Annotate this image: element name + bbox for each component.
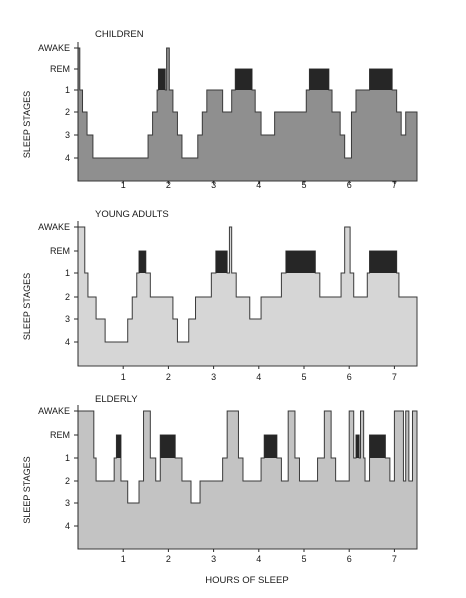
young-adults-rem-block	[139, 251, 146, 273]
x-tick-label: 1	[121, 180, 126, 190]
x-tick-label: 2	[166, 180, 171, 190]
y-tick-label: 2	[65, 476, 70, 486]
y-tick-label: 4	[65, 153, 70, 163]
elderly-title: ELDERLY	[95, 394, 138, 405]
y-tick-label: 4	[65, 337, 70, 347]
y-axis-title: SLEEP STAGES	[22, 273, 32, 340]
x-tick-label: 3	[211, 372, 216, 382]
x-tick-label: 4	[256, 554, 261, 564]
x-tick-label: 1	[121, 372, 126, 382]
elderly-rem-block	[355, 435, 360, 458]
elderly-rem-block	[264, 435, 277, 458]
y-axis-title: SLEEP STAGES	[22, 456, 32, 523]
x-tick-label: 3	[211, 554, 216, 564]
young-adults-title: YOUNG ADULTS	[95, 209, 169, 220]
y-tick-label: REM	[50, 246, 70, 256]
young-adults-rem-block	[215, 251, 228, 273]
x-tick-label: 5	[301, 554, 306, 564]
x-tick-label: 7	[392, 372, 397, 382]
y-tick-label: 1	[65, 453, 70, 463]
elderly-rem-block	[160, 435, 176, 458]
y-tick-label: 1	[65, 85, 70, 95]
x-tick-label: 6	[347, 372, 352, 382]
x-tick-label: 6	[347, 554, 352, 564]
children-rem-block	[369, 69, 393, 90]
x-axis-title: HOURS OF SLEEP	[205, 575, 288, 586]
x-tick-label: 5	[301, 372, 306, 382]
x-tick-label: 6	[347, 180, 352, 190]
y-tick-label: AWAKE	[38, 222, 70, 232]
elderly-rem-block	[116, 435, 121, 458]
y-tick-label: 2	[65, 292, 70, 302]
children-title: CHILDREN	[95, 29, 144, 40]
x-tick-label: 1	[121, 554, 126, 564]
young-adults-rem-block	[369, 251, 397, 273]
young-adults-rem-block	[285, 251, 316, 273]
y-tick-label: REM	[50, 64, 70, 74]
y-axis-title: SLEEP STAGES	[22, 91, 32, 158]
children-rem-block	[309, 69, 329, 90]
x-tick-label: 3	[211, 180, 216, 190]
x-tick-label: 4	[256, 372, 261, 382]
y-tick-label: 2	[65, 107, 70, 117]
panel-children: AWAKE REM 1 2 3 4 1 2 3 4 5 6 7 CHILDREN SLEEP STAGES	[22, 29, 418, 190]
x-tick-label: 5	[301, 180, 306, 190]
elderly-hypnogram-area	[77, 410, 418, 550]
young-adults-hypnogram-area	[77, 226, 418, 367]
x-tick-label: 7	[392, 554, 397, 564]
y-tick-label: 3	[65, 314, 70, 324]
y-tick-label: 3	[65, 130, 70, 140]
y-tick-label: AWAKE	[38, 406, 70, 416]
y-tick-label: REM	[50, 430, 70, 440]
x-tick-label: 4	[256, 180, 261, 190]
y-tick-label: AWAKE	[38, 43, 70, 53]
panel-young-adults: AWAKE REM 1 2 3 4 1 2 3 4 5 6 7 YOUNG ADULTS SLEEP STA…	[22, 209, 418, 382]
children-hypnogram-area	[77, 47, 418, 182]
y-tick-label: 4	[65, 521, 70, 531]
children-rem-block	[235, 69, 253, 90]
elderly-rem-block	[369, 435, 386, 458]
x-tick-label: 7	[392, 180, 397, 190]
x-tick-label: 2	[166, 554, 171, 564]
y-tick-label: 3	[65, 498, 70, 508]
y-tick-label: 1	[65, 268, 70, 278]
panel-elderly: AWAKE REM 1 2 3 4 1 2 3 4 5 6 7 ELDERLY SLEEP STAGES	[22, 394, 418, 564]
x-tick-label: 2	[166, 372, 171, 382]
children-rem-block	[158, 69, 166, 90]
